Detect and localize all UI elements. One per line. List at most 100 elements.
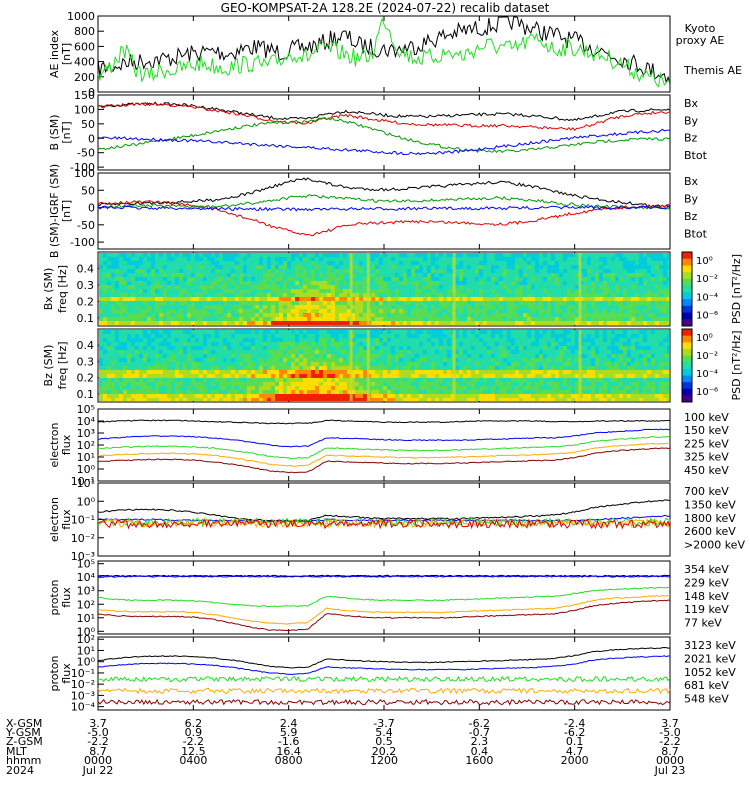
- spectrogram-cell: [299, 390, 303, 394]
- spectrogram-cell: [323, 293, 327, 297]
- spectrogram-cell: [263, 317, 267, 321]
- spectrogram-cell: [463, 358, 467, 362]
- spectrogram-cell: [515, 321, 519, 325]
- spectrogram-cell: [419, 269, 423, 273]
- spectrogram-cell: [571, 342, 575, 346]
- spectrogram-cell: [275, 338, 279, 342]
- spectrogram-cell: [443, 382, 447, 386]
- spectrogram-cell: [595, 261, 599, 265]
- spectrogram-cell: [615, 317, 619, 321]
- spectrogram-cell: [563, 289, 567, 293]
- spectrogram-cell: [131, 297, 135, 301]
- spectrogram-cell: [459, 289, 463, 293]
- spectrogram-cell: [355, 257, 359, 261]
- spectrogram-cell: [415, 346, 419, 350]
- spectrogram-cell: [347, 293, 351, 297]
- spectrogram-cell: [327, 374, 331, 378]
- spectrogram-cell: [343, 305, 347, 309]
- spectrogram-cell: [291, 390, 295, 394]
- spectrogram-cell: [627, 257, 631, 261]
- spectrogram-cell: [427, 301, 431, 305]
- spectrogram-cell: [627, 285, 631, 289]
- spectrogram-cell: [327, 257, 331, 261]
- spectrogram-cell: [167, 297, 171, 301]
- spectrogram-cell: [319, 354, 323, 358]
- chart-title: GEO-KOMPSAT-2A 128.2E (2024-07-22) recal…: [221, 1, 550, 15]
- spectrogram-cell: [347, 257, 351, 261]
- y-tick-label: 1000: [67, 10, 95, 23]
- spectrogram-cell: [619, 317, 623, 321]
- spectrogram-cell: [267, 390, 271, 394]
- spectrogram-cell: [391, 293, 395, 297]
- spectrogram-cell: [151, 261, 155, 265]
- spectrogram-cell: [375, 305, 379, 309]
- spectrogram-cell: [351, 386, 355, 390]
- spectrogram-cell: [347, 265, 351, 269]
- spectrogram-cell: [575, 289, 579, 293]
- spectrogram-cell: [231, 366, 235, 370]
- spectrogram-cell: [583, 386, 587, 390]
- spectrogram-cell: [559, 297, 563, 301]
- spectrogram-cell: [183, 273, 187, 277]
- spectrogram-cell: [515, 277, 519, 281]
- spectrogram-cell: [195, 330, 199, 334]
- spectrogram-cell: [591, 334, 595, 338]
- spectrogram-cell: [303, 382, 307, 386]
- spectrogram-cell: [379, 370, 383, 374]
- spectrogram-cell: [319, 305, 323, 309]
- spectrogram-cell: [511, 313, 515, 317]
- spectrogram-cell: [507, 386, 511, 390]
- spectrogram-cell: [119, 301, 123, 305]
- spectrogram-cell: [139, 305, 143, 309]
- spectrogram-cell: [663, 301, 667, 305]
- spectrogram-cell: [487, 390, 491, 394]
- spectrogram-cell: [483, 297, 487, 301]
- spectrogram-cell: [347, 273, 351, 277]
- spectrogram-cell: [499, 370, 503, 374]
- spectrogram-cell: [419, 378, 423, 382]
- spectrogram-cell: [307, 354, 311, 358]
- spectrogram-cell: [335, 342, 339, 346]
- spectrogram-cell: [527, 265, 531, 269]
- spectrogram-cell: [591, 321, 595, 325]
- spectrogram-cell: [187, 285, 191, 289]
- spectrogram-cell: [107, 382, 111, 386]
- spectrogram-cell: [591, 378, 595, 382]
- spectrogram-cell: [583, 346, 587, 350]
- spectrogram-cell: [399, 382, 403, 386]
- spectrogram-cell: [291, 354, 295, 358]
- spectrogram-cell: [291, 317, 295, 321]
- spectrogram-cell: [551, 362, 555, 366]
- spectrogram-cell: [163, 309, 167, 313]
- spectrogram-cell: [443, 378, 447, 382]
- spectrogram-cell: [199, 378, 203, 382]
- spectrogram-cell: [311, 301, 315, 305]
- spectrogram-cell: [463, 362, 467, 366]
- spectrogram-cell: [287, 390, 291, 394]
- spectrogram-cell: [555, 378, 559, 382]
- spectrogram-cell: [255, 293, 259, 297]
- spectrogram-cell: [395, 354, 399, 358]
- spectrogram-cell: [523, 370, 527, 374]
- spectrogram-cell: [563, 370, 567, 374]
- spectrogram-cell: [179, 269, 183, 273]
- spectrogram-cell: [363, 321, 367, 325]
- spectrogram-cell: [203, 374, 207, 378]
- spectrogram-cell: [279, 261, 283, 265]
- spectrogram-cell: [499, 301, 503, 305]
- spectrogram-cell: [575, 273, 579, 277]
- spectrogram-cell: [307, 309, 311, 313]
- spectrogram-cell: [375, 374, 379, 378]
- spectrogram-cell: [291, 366, 295, 370]
- spectrogram-cell: [175, 273, 179, 277]
- spectrogram-cell: [391, 281, 395, 285]
- spectrogram-cell: [335, 382, 339, 386]
- spectrogram-cell: [499, 289, 503, 293]
- spectrogram-cell: [291, 382, 295, 386]
- spectrogram-cell: [363, 374, 367, 378]
- spectrogram-cell: [527, 317, 531, 321]
- spectrogram-cell: [311, 289, 315, 293]
- spectrogram-cell: [115, 277, 119, 281]
- spectrogram-cell: [211, 398, 215, 401]
- spectrogram-cell: [415, 342, 419, 346]
